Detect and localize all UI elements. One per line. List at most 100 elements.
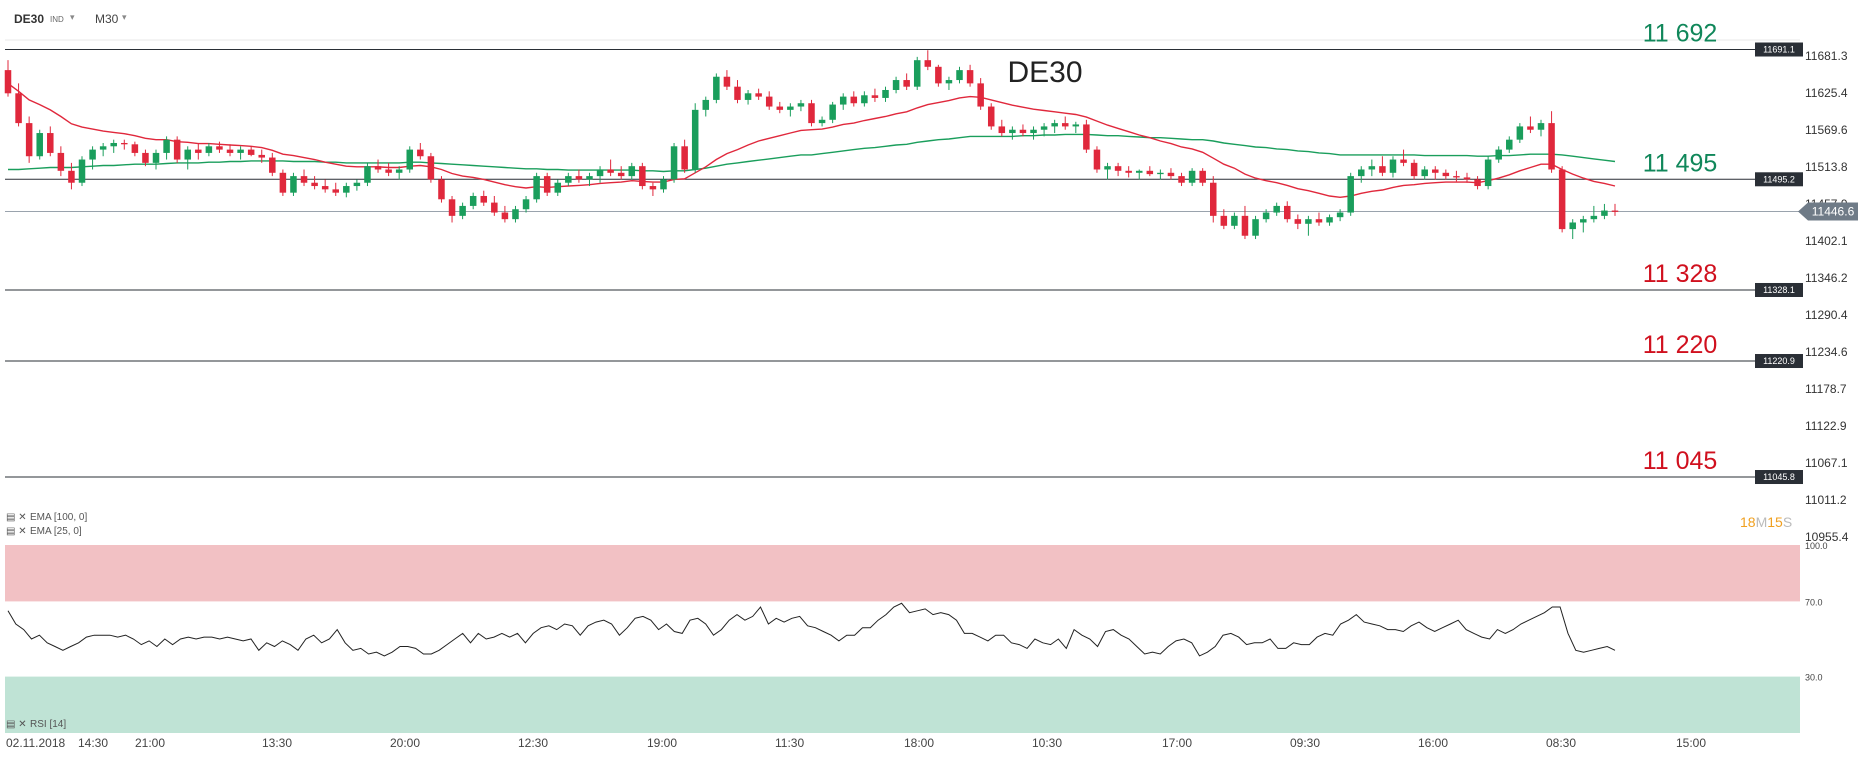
timeframe-dropdown-icon[interactable]: ▾ [122, 12, 127, 22]
candle-body [797, 103, 805, 107]
current-price-tag: 11446.6 [1798, 202, 1858, 221]
candle-body [1019, 129, 1027, 134]
level-tag-text: 11328.1 [1763, 285, 1795, 295]
candle-body [1495, 149, 1502, 160]
candle-body [1315, 219, 1323, 223]
level-tag: 11328.1 [1755, 282, 1803, 297]
candle-body [1009, 129, 1016, 134]
symbol-dropdown-icon[interactable]: ▾ [70, 12, 75, 22]
candle-up [364, 162, 371, 187]
candle-body [385, 169, 392, 173]
candle-body [787, 106, 794, 110]
level-tag-bg [1755, 172, 1803, 187]
candle-down [480, 190, 488, 206]
candle-up [892, 76, 900, 94]
candle-down [903, 73, 910, 90]
x-tick-label: 20:00 [390, 736, 420, 750]
candle-up [1580, 215, 1587, 233]
ema-100-line [8, 133, 1616, 173]
candle-body [512, 209, 519, 220]
candle-up [406, 146, 414, 173]
level-tag-text: 11220.9 [1763, 356, 1795, 366]
level-tag: 11045.8 [1755, 470, 1803, 485]
candle-body [205, 146, 213, 153]
candle-down [723, 70, 731, 90]
indicator-ema100-label: EMA [100, 0] [30, 512, 87, 523]
candle-body [36, 133, 43, 157]
candle-body [744, 93, 752, 100]
timeframe-selector[interactable]: M30 [95, 12, 119, 26]
candle-up [1252, 215, 1259, 240]
candle-body [607, 169, 614, 173]
indicator-ema100-icon: ▤ ✕ [6, 512, 27, 523]
candle-down [1209, 176, 1217, 223]
indicator-rsi-label: RSI [14] [30, 719, 66, 730]
candle-down [1379, 156, 1386, 177]
chart-title: DE30 [1007, 56, 1082, 89]
candle-body [321, 186, 329, 190]
symbol-selector[interactable]: DE30 [14, 12, 45, 26]
candle-body [1252, 219, 1259, 236]
candle-up [290, 172, 297, 196]
candle-body [1558, 169, 1566, 230]
candle-down [1083, 119, 1090, 153]
candle-down [247, 146, 255, 157]
candle-body [459, 205, 466, 216]
candle-down [871, 88, 879, 102]
candle-up [1347, 172, 1354, 216]
candle-down [1611, 203, 1619, 216]
candle-body [480, 195, 488, 203]
candle-down [808, 99, 815, 127]
candle-body [987, 106, 995, 127]
candle-body [1506, 139, 1513, 150]
candle-body [1030, 129, 1037, 134]
candle-down [68, 162, 75, 190]
candle-body [501, 212, 509, 220]
candle-body [1178, 176, 1185, 183]
candle-body [702, 99, 710, 110]
candle-up [1506, 136, 1513, 153]
y-tick-label: 11067.1 [1805, 456, 1848, 470]
candle-down [25, 116, 33, 163]
candle-body [892, 80, 900, 90]
candle-body [1548, 123, 1555, 170]
x-tick-label: 15:00 [1676, 736, 1706, 750]
candle-body [1484, 159, 1492, 187]
candle-down [1019, 124, 1027, 137]
candle-countdown: 18M15S [1740, 514, 1792, 530]
candle-body [565, 176, 572, 183]
candle-body [364, 166, 371, 183]
rsi-tick-label: 30.0 [1805, 673, 1823, 683]
chart-toolbar: DE30 IND ▾ M30 ▾ [0, 0, 1866, 38]
candle-down [300, 169, 308, 187]
candle-up [1569, 219, 1576, 240]
candle-down [1114, 162, 1122, 177]
candle-body [1400, 159, 1407, 163]
candle-body [1474, 179, 1481, 187]
candle-up [1358, 166, 1365, 183]
candle-body [649, 186, 657, 190]
candle-body [903, 80, 910, 87]
candle-body [586, 176, 593, 180]
level-tag-text: 11691.1 [1763, 45, 1795, 55]
candle-down [173, 136, 181, 163]
candle-body [543, 176, 551, 193]
candle-body [110, 142, 117, 147]
x-tick-label: 14:30 [78, 736, 108, 750]
candle-body [1220, 215, 1228, 226]
candle-up [1040, 123, 1048, 137]
candle-up [469, 192, 477, 210]
candle-body [226, 149, 234, 153]
candle-body [956, 70, 963, 81]
candle-body [1326, 217, 1333, 223]
x-tick-label: 13:30 [262, 736, 292, 750]
candle-body [913, 60, 921, 87]
candle-body [977, 83, 984, 107]
candle-down [15, 83, 22, 127]
candle-up [1104, 162, 1111, 180]
candle-up [459, 202, 466, 220]
candle-up [163, 136, 170, 160]
candle-up [512, 205, 519, 223]
candle-body [755, 93, 762, 97]
